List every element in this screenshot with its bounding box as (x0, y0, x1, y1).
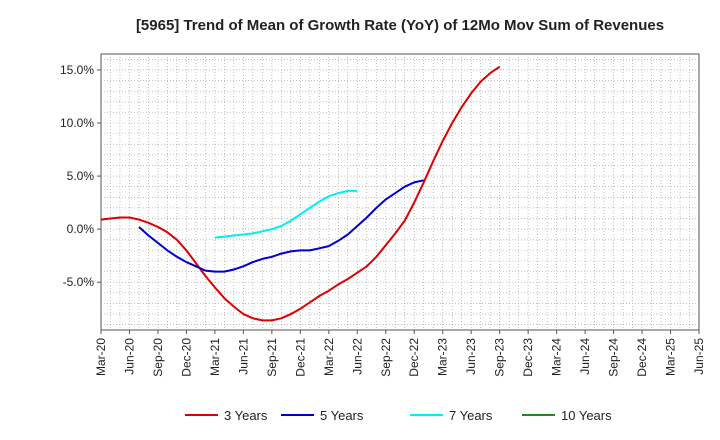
series-line-7-years (214, 189, 358, 239)
x-tick-label: Mar-22 (322, 338, 336, 376)
x-tick-label: Sep-20 (151, 338, 165, 377)
series-layer (100, 65, 501, 322)
x-tick-label: Jun-25 (692, 338, 706, 375)
legend-label: 7 Years (449, 408, 493, 423)
x-tick-label: Dec-21 (293, 338, 307, 377)
legend-label: 10 Years (561, 408, 612, 423)
x-tick-label: Dec-24 (635, 338, 649, 377)
x-tick-label: Sep-22 (379, 338, 393, 377)
x-tick-label: Mar-23 (436, 338, 450, 376)
x-tick-label: Sep-24 (607, 338, 621, 377)
x-axis: Mar-20 Jun-20 Sep-20 Dec-20 Mar-21 Jun-21 Sep-… (94, 330, 706, 377)
x-tick-label: Mar-21 (208, 338, 222, 376)
legend-label: 3 Years (224, 408, 268, 423)
x-tick-label: Sep-21 (265, 338, 279, 377)
series-line-3-years (100, 65, 501, 322)
y-tick-label: 5.0% (67, 169, 95, 183)
x-tick-label: Jun-22 (350, 338, 364, 375)
y-tick-label: -5.0% (63, 275, 95, 289)
series-line-5-years (138, 179, 424, 273)
y-axis: 15.0% 10.0% 5.0% 0.0% -5.0% (60, 63, 101, 289)
x-tick-label: Dec-20 (179, 338, 193, 377)
x-tick-label: Dec-22 (407, 338, 421, 377)
chart-title: [5965] Trend of Mean of Growth Rate (YoY… (136, 17, 664, 34)
plot-area (100, 53, 700, 331)
x-tick-label: Jun-21 (236, 338, 250, 375)
x-tick-label: Jun-24 (578, 338, 592, 375)
x-tick-label: Jun-20 (122, 338, 136, 375)
legend-label: 5 Years (320, 408, 364, 423)
grid-lines (101, 54, 699, 330)
y-tick-label: 10.0% (60, 116, 94, 130)
x-tick-label: Mar-20 (94, 338, 108, 376)
legend: 3 Years 5 Years 7 Years 10 Years (185, 408, 612, 423)
x-tick-label: Dec-23 (521, 338, 535, 377)
x-tick-label: Mar-24 (550, 338, 564, 376)
y-tick-label: 0.0% (67, 222, 95, 236)
x-tick-label: Sep-23 (493, 338, 507, 377)
x-tick-label: Jun-23 (464, 338, 478, 375)
x-tick-label: Mar-25 (664, 338, 678, 376)
y-tick-label: 15.0% (60, 63, 94, 77)
